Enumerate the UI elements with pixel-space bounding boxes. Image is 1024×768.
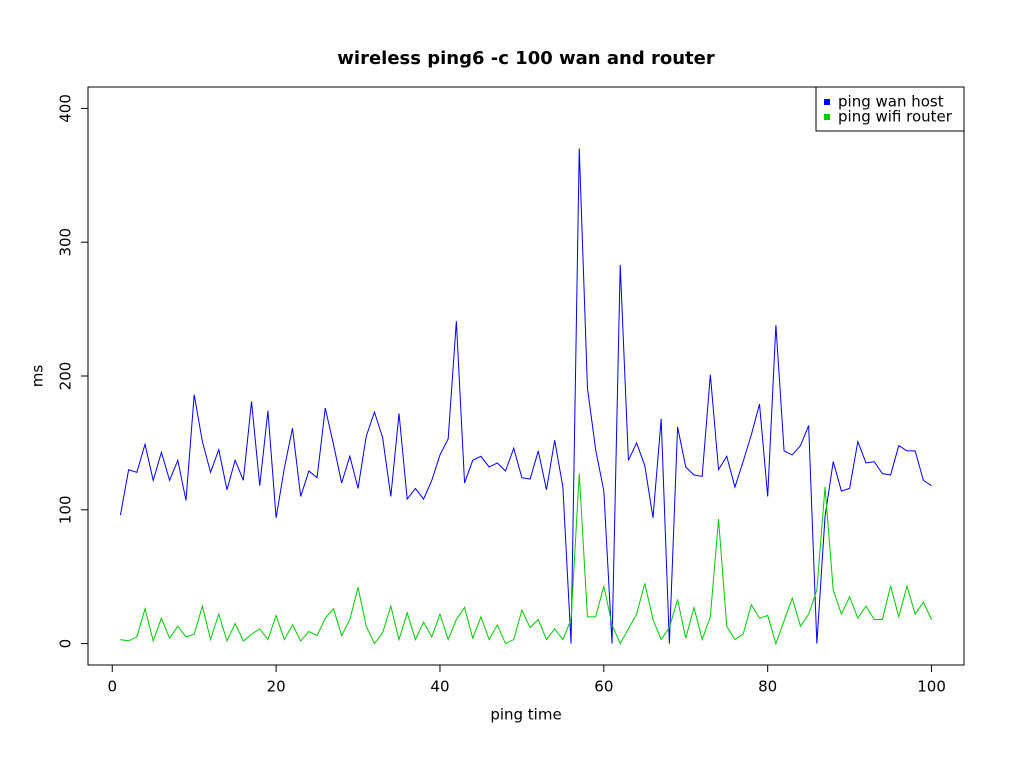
legend-label: ping wifi router: [838, 108, 953, 126]
y-tick-label: 100: [57, 495, 75, 524]
y-tick-label: 300: [57, 228, 75, 257]
legend-label: ping wan host: [838, 93, 944, 111]
x-tick-label: 60: [594, 678, 613, 696]
legend-swatch: [824, 114, 830, 120]
x-tick-label: 20: [267, 678, 286, 696]
x-tick-label: 100: [917, 678, 946, 696]
x-tick-label: 40: [430, 678, 449, 696]
x-tick-label: 0: [107, 678, 117, 696]
data-line: [119, 148, 932, 644]
legend-box: [815, 86, 965, 132]
y-tick-label: 200: [57, 362, 75, 391]
y-tick-label: 400: [57, 94, 75, 123]
x-tick-label: 80: [758, 678, 777, 696]
y-axis-label: ms: [29, 365, 47, 388]
chart-title: wireless ping6 -c 100 wan and router: [337, 48, 715, 69]
y-tick-label: 0: [57, 639, 75, 649]
x-axis-label: ping time: [490, 706, 561, 724]
legend-swatch: [824, 99, 830, 105]
data-line: [120, 473, 933, 646]
